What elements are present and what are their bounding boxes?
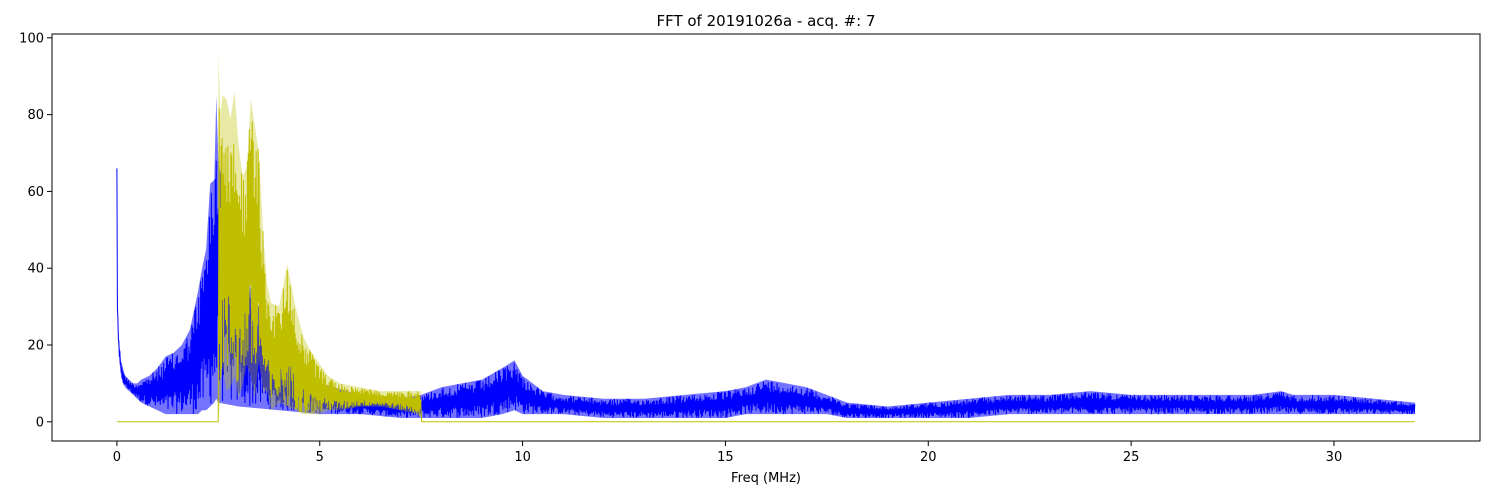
series-layer	[116, 53, 1416, 423]
x-tick-label: 5	[316, 450, 324, 465]
y-tick-label: 60	[27, 185, 44, 200]
x-tick-label: 0	[113, 450, 121, 465]
x-tick-label: 10	[514, 450, 531, 465]
x-tick-label: 15	[717, 450, 734, 465]
series-2-line	[116, 107, 1415, 423]
x-tick-label: 30	[1326, 450, 1343, 465]
y-tick-label: 100	[19, 31, 44, 46]
x-axis-label: Freq (MHz)	[731, 471, 801, 486]
series-2	[116, 53, 1416, 423]
x-tick-label: 25	[1123, 450, 1140, 465]
y-axis: 0 20 40 60 80 100	[19, 31, 52, 430]
y-tick-label: 80	[27, 108, 44, 123]
x-axis: 0 5 10 15 20 25 30	[113, 441, 1342, 465]
y-tick-label: 20	[27, 339, 44, 354]
y-tick-label: 40	[27, 262, 44, 277]
series-1-envelope	[116, 95, 1416, 418]
y-tick-label: 0	[36, 415, 44, 430]
x-tick-label: 20	[920, 450, 937, 465]
chart-title: FFT of 20191026a - acq. #: 7	[656, 12, 875, 30]
plot-frame	[51, 33, 1481, 442]
